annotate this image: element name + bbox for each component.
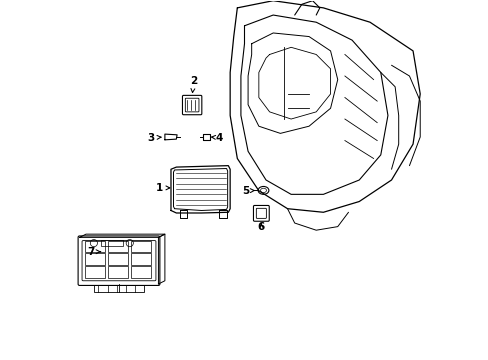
Text: 5: 5: [242, 186, 254, 196]
Bar: [108, 253, 128, 265]
Bar: [94, 285, 144, 292]
Text: 4: 4: [211, 133, 223, 143]
Bar: [101, 240, 122, 246]
Bar: [85, 240, 105, 252]
Bar: [108, 266, 128, 278]
Text: 2: 2: [189, 76, 197, 93]
Bar: [131, 253, 151, 265]
Text: 1: 1: [155, 183, 169, 193]
Text: 3: 3: [147, 133, 161, 143]
Bar: [131, 266, 151, 278]
Bar: [85, 266, 105, 278]
Bar: [85, 253, 105, 265]
Text: 6: 6: [257, 222, 264, 232]
Bar: [131, 240, 151, 252]
Bar: [108, 240, 128, 252]
Text: 7: 7: [87, 247, 100, 257]
